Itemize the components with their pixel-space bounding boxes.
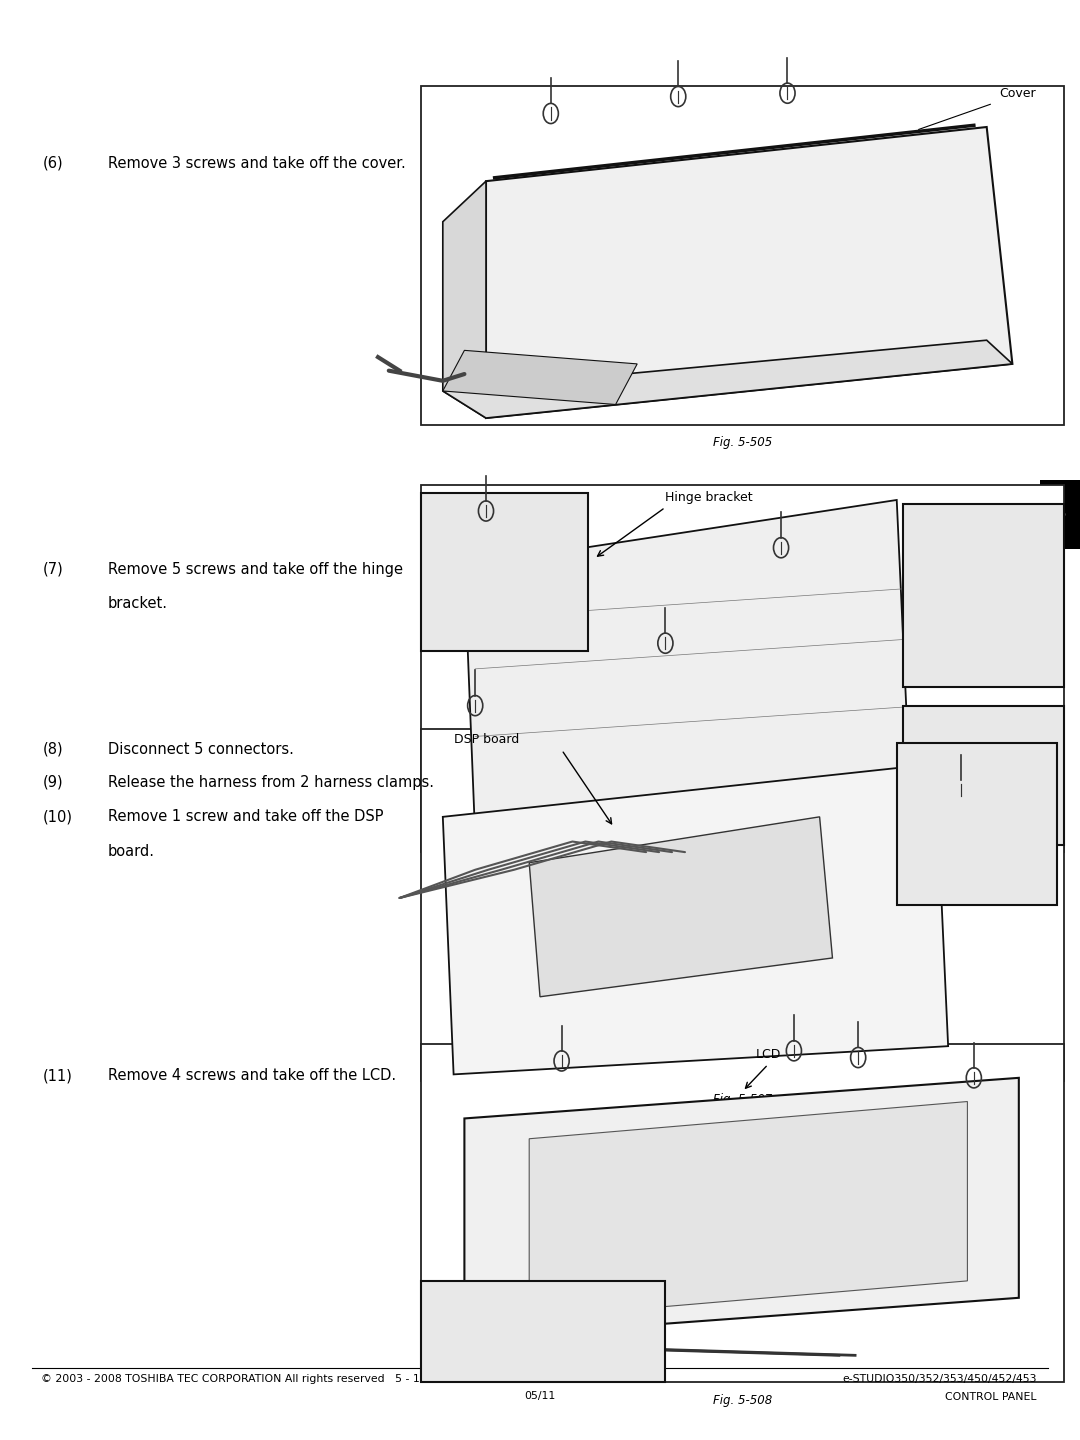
Text: (6): (6) — [43, 156, 64, 170]
Text: board.: board. — [108, 844, 156, 858]
Text: (10): (10) — [43, 809, 73, 824]
Text: Cover: Cover — [1000, 86, 1036, 99]
Text: Remove 3 screws and take off the cover.: Remove 3 screws and take off the cover. — [108, 156, 406, 170]
Bar — [903, 706, 1064, 845]
Polygon shape — [443, 350, 637, 405]
Text: (11): (11) — [43, 1068, 73, 1083]
Text: Fig. 5-507: Fig. 5-507 — [713, 1093, 772, 1106]
Text: © 2003 - 2008 TOSHIBA TEC CORPORATION All rights reserved   5 - 13: © 2003 - 2008 TOSHIBA TEC CORPORATION Al… — [41, 1374, 427, 1384]
Bar — [1040, 480, 1080, 549]
Polygon shape — [529, 816, 833, 996]
Polygon shape — [464, 500, 909, 838]
Bar — [421, 485, 1064, 852]
Text: LCD: LCD — [755, 1048, 781, 1061]
Text: Release the harness from 2 harness clamps.: Release the harness from 2 harness clamp… — [108, 775, 434, 789]
Bar — [896, 743, 1057, 904]
Text: Remove 5 screws and take off the hinge: Remove 5 screws and take off the hinge — [108, 562, 403, 576]
Text: 05/11: 05/11 — [525, 1391, 555, 1401]
Polygon shape — [464, 1077, 1018, 1338]
Text: Remove 4 screws and take off the LCD.: Remove 4 screws and take off the LCD. — [108, 1068, 396, 1083]
Bar — [421, 729, 1064, 1081]
Text: 5: 5 — [1054, 505, 1066, 523]
Polygon shape — [529, 1102, 968, 1318]
Polygon shape — [443, 340, 1012, 418]
Text: bracket.: bracket. — [108, 596, 168, 611]
Polygon shape — [443, 763, 948, 1074]
Bar — [421, 1044, 1064, 1382]
Text: Fig. 5-505: Fig. 5-505 — [713, 436, 772, 449]
Text: Disconnect 5 connectors.: Disconnect 5 connectors. — [108, 742, 294, 756]
Bar — [421, 1282, 665, 1382]
Text: Fig. 5-506: Fig. 5-506 — [713, 864, 772, 877]
Polygon shape — [486, 127, 1012, 418]
Text: (7): (7) — [43, 562, 64, 576]
Text: Remove 1 screw and take off the DSP: Remove 1 screw and take off the DSP — [108, 809, 383, 824]
Polygon shape — [443, 181, 486, 418]
Text: CONTROL PANEL: CONTROL PANEL — [945, 1392, 1037, 1403]
Text: (8): (8) — [43, 742, 64, 756]
Text: Fig. 5-508: Fig. 5-508 — [713, 1394, 772, 1407]
Text: DSP board: DSP board — [454, 733, 518, 746]
Bar — [421, 492, 589, 651]
Text: (9): (9) — [43, 775, 64, 789]
Text: e-STUDIO350/352/353/450/452/453: e-STUDIO350/352/353/450/452/453 — [842, 1374, 1037, 1384]
Bar — [421, 86, 1064, 425]
Bar — [903, 504, 1064, 687]
Text: Hinge bracket: Hinge bracket — [665, 491, 753, 504]
